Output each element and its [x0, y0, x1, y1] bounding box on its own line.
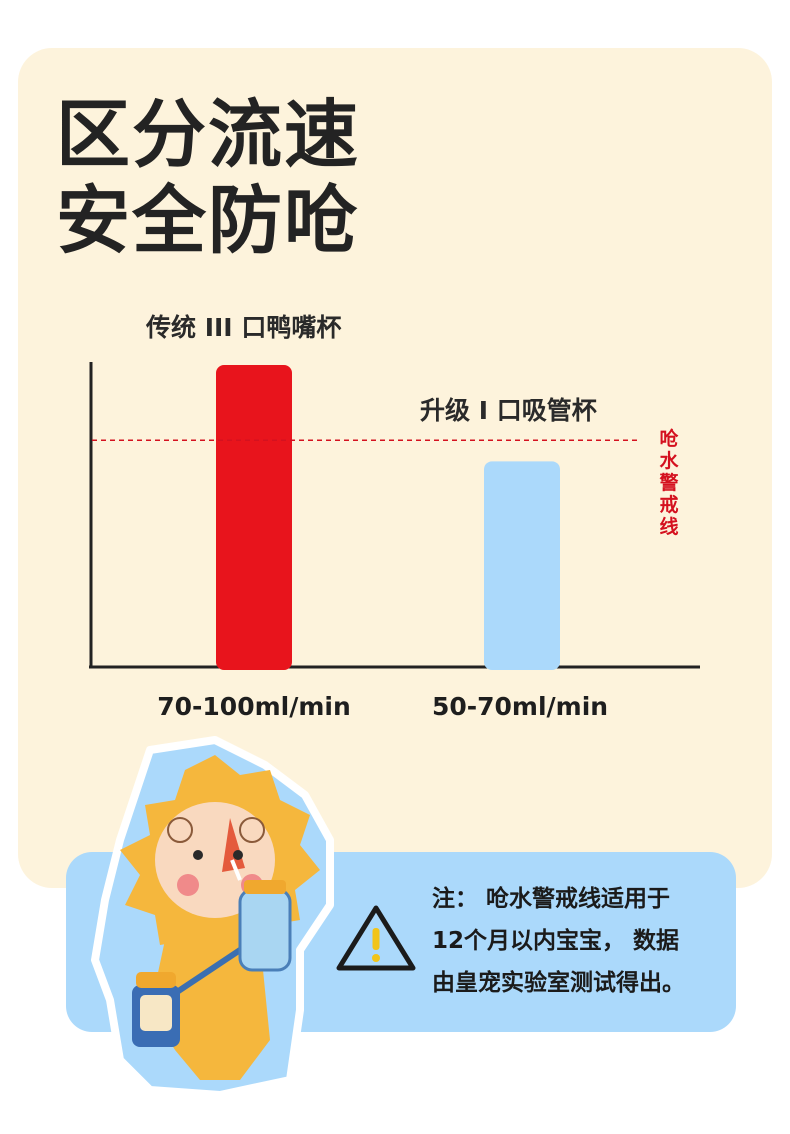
- note-line-3: 由皇宠实验室测试得出。: [432, 970, 685, 996]
- warning-line-label: 呛水警戒线: [659, 428, 679, 538]
- series-label-traditional: 传统 III 口鸭嘴杯: [146, 313, 342, 342]
- warning-triangle-icon: [336, 905, 416, 971]
- content-card: [18, 48, 772, 888]
- bar-upgraded-straw-cup: [484, 461, 560, 670]
- bar-traditional-cup: [216, 365, 292, 670]
- headline-line-2: 安全防呛: [56, 178, 360, 264]
- x-tick-label-1: 70-100ml/min: [157, 692, 351, 721]
- x-tick-label-2: 50-70ml/min: [431, 692, 609, 721]
- note-text: 注： 呛水警戒线适用于 12个月以内宝宝， 数据 由皇宠实验室测试得出。: [432, 878, 732, 1004]
- note-line-2: 12个月以内宝宝， 数据: [432, 928, 680, 954]
- note-line-1: 注： 呛水警戒线适用于: [432, 886, 671, 912]
- series-label-upgraded: 升级 I 口吸管杯: [420, 396, 597, 425]
- headline: 区分流速 安全防呛: [56, 92, 360, 264]
- headline-line-1: 区分流速: [56, 92, 360, 178]
